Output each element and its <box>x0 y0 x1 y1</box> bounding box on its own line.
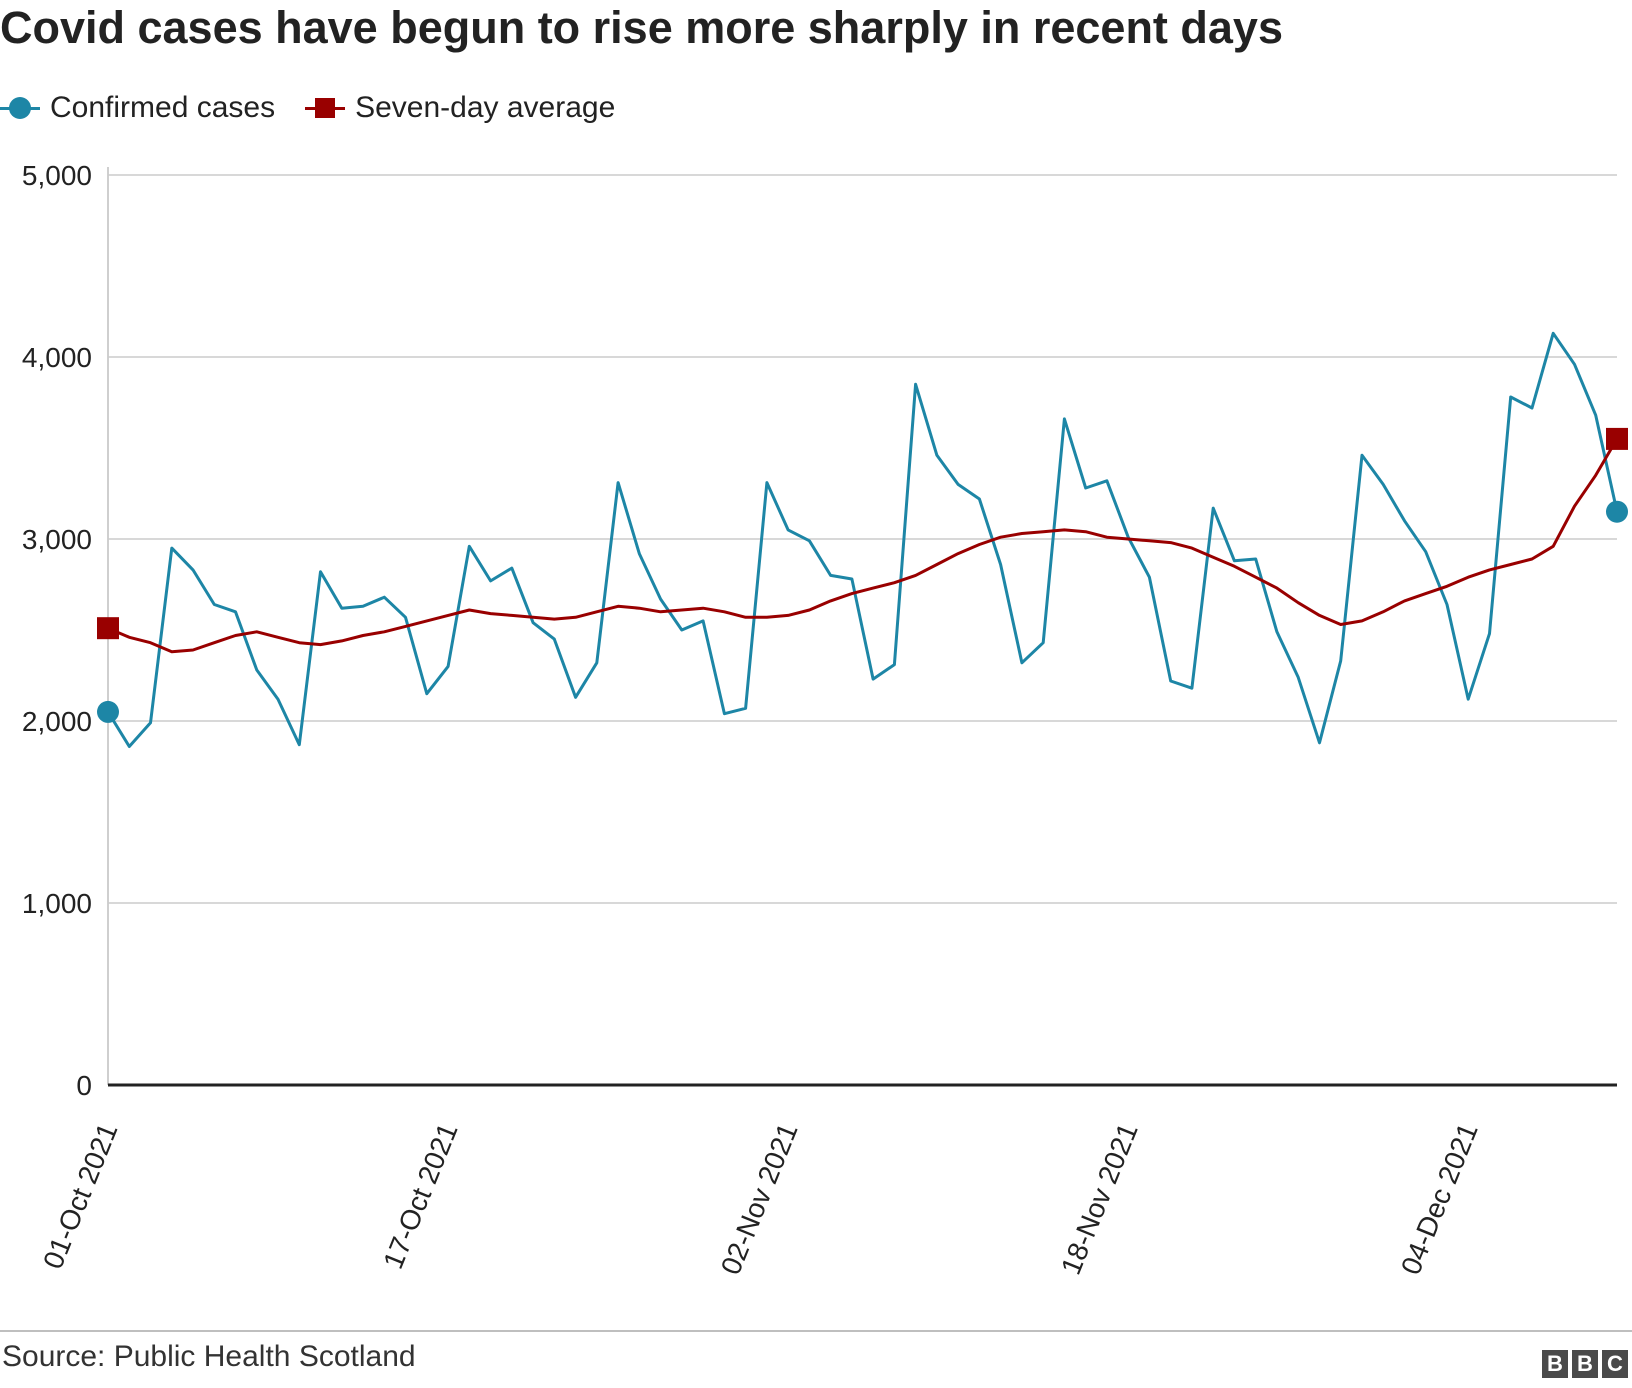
x-tick-label: 01-Oct 2021 <box>37 1119 123 1274</box>
legend-label-seven-day-average: Seven-day average <box>355 91 616 124</box>
end-marker-seven-day-average <box>1606 427 1628 450</box>
chart-title: Covid cases have begun to rise more shar… <box>0 2 1283 53</box>
y-tick-label: 4,000 <box>22 342 92 373</box>
line-chart: 0 1,000 2,000 3,000 4,000 5,000 01-Oct 2021 17-… <box>22 160 1628 1279</box>
legend-item-seven-day-average: Seven-day average <box>305 91 615 125</box>
y-tick-label: 3,000 <box>22 524 92 555</box>
legend-dot-confirmed <box>9 97 31 119</box>
bbc-logo-letter: C <box>1602 1350 1628 1378</box>
x-tick-label: 02-Nov 2021 <box>715 1119 804 1279</box>
series-line-seven-day-average <box>106 437 1619 654</box>
start-marker-seven-day-average <box>97 617 119 640</box>
bbc-logo-letter: B <box>1542 1350 1568 1378</box>
legend: Confirmed cases Seven-day average <box>0 88 645 128</box>
legend-marker-circle-icon <box>0 93 40 123</box>
legend-item-confirmed-cases: Confirmed cases <box>0 91 275 125</box>
bbc-logo: B B C <box>1538 1350 1628 1378</box>
legend-marker-square-icon <box>305 93 346 123</box>
x-tick-label: 17-Oct 2021 <box>377 1119 463 1274</box>
bbc-logo-letter: B <box>1572 1350 1598 1378</box>
series-line-confirmed-cases <box>106 331 1619 748</box>
end-marker-confirmed-cases <box>1606 500 1628 523</box>
x-tick-label: 18-Nov 2021 <box>1055 1119 1144 1279</box>
footer-divider <box>0 1330 1632 1332</box>
legend-square-average <box>315 98 336 118</box>
legend-label-confirmed-cases: Confirmed cases <box>50 91 276 124</box>
x-tick-label: 04-Dec 2021 <box>1395 1119 1484 1279</box>
source-note: Source: Public Health Scotland <box>2 1340 416 1373</box>
y-tick-label: 0 <box>76 1070 92 1101</box>
y-tick-label: 5,000 <box>22 160 92 191</box>
y-tick-label: 1,000 <box>22 888 92 919</box>
start-marker-confirmed-cases <box>97 700 119 723</box>
y-tick-label: 2,000 <box>22 706 92 737</box>
